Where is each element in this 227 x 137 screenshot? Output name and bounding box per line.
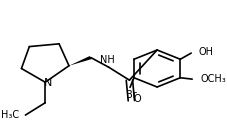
Polygon shape	[69, 56, 92, 66]
Text: O: O	[133, 94, 141, 104]
Text: H₃C: H₃C	[1, 110, 20, 120]
Text: N: N	[44, 78, 53, 88]
Text: OH: OH	[199, 47, 214, 57]
Text: OCH₃: OCH₃	[201, 74, 227, 84]
Text: Br: Br	[126, 90, 136, 100]
Text: NH: NH	[100, 55, 115, 65]
